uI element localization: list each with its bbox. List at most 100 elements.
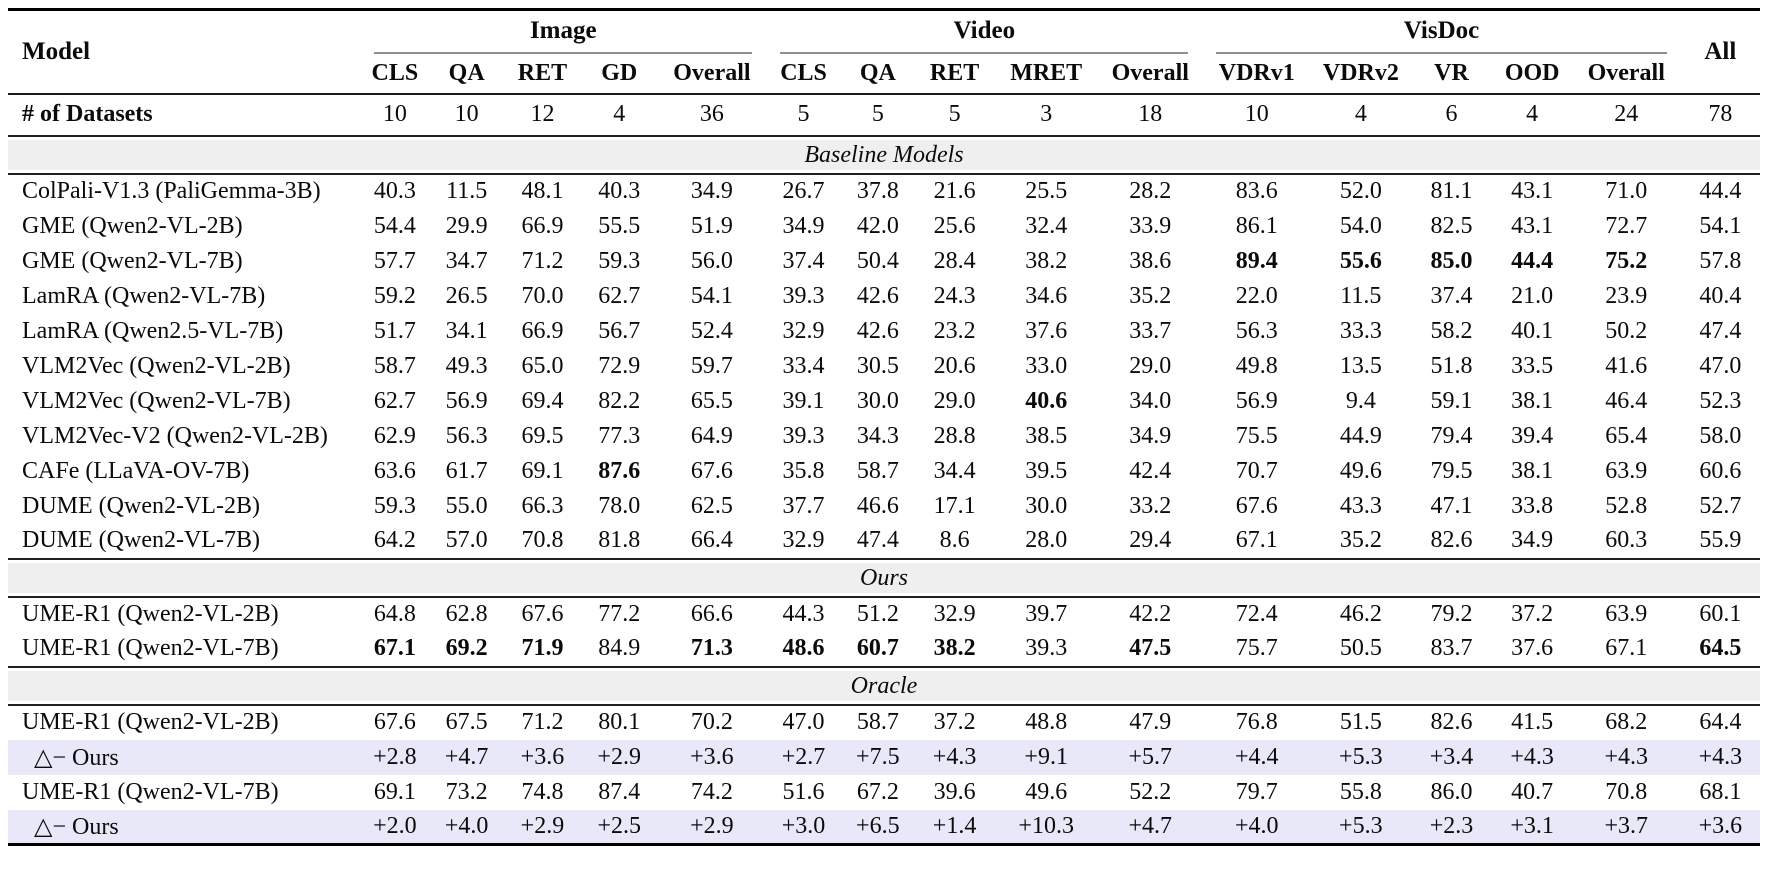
value-cell: 54.0 [1339, 212, 1382, 239]
value-cell: 47.1 [1430, 492, 1473, 519]
section-band-cell: Ours [8, 557, 1760, 598]
value-cell: 52.2 [1129, 778, 1172, 805]
value-cell: +6.5 [856, 812, 900, 839]
value-cell: 55.5 [598, 212, 641, 239]
value-cell: 42.2 [1129, 601, 1172, 627]
value-cell: +2.9 [690, 812, 734, 839]
value-cell: 55.8 [1339, 778, 1382, 805]
column-header-video-overall: Overall [1111, 59, 1189, 86]
value-cell: 13.5 [1339, 352, 1382, 379]
value-cell: 87.6 [598, 457, 641, 484]
value-cell: 67.6 [1235, 492, 1278, 519]
value-cell: 81.1 [1430, 178, 1473, 204]
datasets-count: 4 [1526, 101, 1539, 127]
table-body: # of Datasets 10 10 12 4 36 5 5 5 3 18 1… [8, 94, 1760, 845]
value-cell: 42.4 [1129, 457, 1172, 484]
value-cell: 69.4 [521, 387, 564, 414]
value-cell: 28.0 [1025, 527, 1068, 553]
value-cell: 29.0 [933, 387, 976, 414]
datasets-count: 18 [1138, 101, 1163, 127]
value-cell: 62.7 [598, 282, 641, 309]
value-cell: 52.4 [690, 317, 733, 344]
value-cell: 39.3 [782, 282, 825, 309]
value-cell: 68.2 [1605, 709, 1648, 735]
value-cell: 8.6 [939, 527, 970, 553]
value-cell: 79.4 [1430, 422, 1473, 449]
value-cell: 39.6 [933, 778, 976, 805]
value-cell: 62.5 [690, 492, 733, 519]
value-cell: +4.0 [444, 812, 489, 839]
value-cell: 47.0 [1699, 352, 1742, 379]
value-cell: 40.3 [373, 178, 416, 204]
value-cell: 34.9 [782, 212, 825, 239]
value-cell: 46.2 [1339, 601, 1382, 627]
datasets-count-row: # of Datasets 10 10 12 4 36 5 5 5 3 18 1… [8, 94, 1760, 136]
value-cell: +2.0 [373, 812, 417, 839]
value-cell: 75.7 [1235, 635, 1278, 661]
value-cell: 71.9 [521, 635, 564, 661]
value-cell: +2.8 [373, 743, 417, 770]
value-cell: 81.8 [598, 527, 641, 553]
datasets-count: 10 [382, 101, 407, 127]
value-cell: 33.2 [1129, 492, 1172, 519]
value-cell: 52.8 [1605, 492, 1648, 519]
value-cell: 55.0 [445, 492, 488, 519]
value-cell: +4.3 [1604, 743, 1648, 770]
value-cell: 84.9 [598, 635, 641, 661]
value-cell: 56.3 [1235, 317, 1278, 344]
value-cell: 11.5 [1340, 282, 1382, 309]
value-cell: +4.3 [932, 743, 977, 770]
value-cell: 65.4 [1605, 422, 1648, 449]
value-cell: 40.7 [1511, 778, 1554, 805]
value-cell: 75.2 [1605, 247, 1648, 274]
value-cell: 34.7 [445, 247, 488, 274]
table-header: Model Image Video VisDoc All CLS QA RET … [8, 10, 1760, 94]
value-cell: 64.8 [373, 601, 416, 627]
column-header-visdoc-overall: Overall [1587, 59, 1665, 86]
value-cell: 23.9 [1605, 282, 1648, 309]
column-header-visdoc-vr: VR [1434, 59, 1469, 86]
value-cell: +5.3 [1339, 812, 1383, 839]
value-cell: 51.9 [690, 212, 733, 239]
model-name: LamRA (Qwen2-VL-7B) [22, 282, 266, 309]
value-cell: 79.7 [1235, 778, 1278, 805]
value-cell: 79.5 [1430, 457, 1473, 484]
section-title: Baseline Models [8, 139, 1760, 170]
value-cell: 72.9 [598, 352, 641, 379]
value-cell: 49.8 [1235, 352, 1278, 379]
value-cell: 44.4 [1511, 247, 1554, 274]
value-cell: 59.2 [373, 282, 416, 309]
value-cell: 37.8 [856, 178, 899, 204]
value-cell: 56.7 [598, 317, 641, 344]
value-cell: 69.1 [521, 457, 564, 484]
value-cell: +3.7 [1604, 812, 1648, 839]
value-cell: 66.9 [521, 317, 564, 344]
table-row: VLM2Vec-V2 (Qwen2-VL-2B) 62.9 56.3 69.5 77.3… [8, 419, 1760, 454]
value-cell: 54.4 [373, 212, 416, 239]
column-header-image-gd: GD [601, 59, 638, 86]
model-name: VLM2Vec (Qwen2-VL-2B) [22, 352, 291, 379]
table-row: DUME (Qwen2-VL-7B) 64.2 57.0 70.8 81.8 66.4 32… [8, 524, 1760, 559]
value-cell: +2.9 [597, 743, 642, 770]
datasets-count: 6 [1445, 101, 1458, 127]
value-cell: 46.6 [856, 492, 899, 519]
value-cell: 37.2 [933, 709, 976, 735]
value-cell: 35.2 [1339, 527, 1382, 553]
table-row: CAFe (LLaVA-OV-7B) 63.6 61.7 69.1 87.6 67.6 35… [8, 454, 1760, 489]
value-cell: 34.1 [445, 317, 488, 344]
value-cell: 32.9 [933, 601, 976, 627]
datasets-count: 36 [699, 101, 724, 127]
value-cell: 56.9 [1235, 387, 1278, 414]
section-title: Oracle [8, 670, 1760, 701]
table-row: GME (Qwen2-VL-7B) 57.7 34.7 71.2 59.3 56.0 37.… [8, 244, 1760, 279]
value-cell: 39.5 [1025, 457, 1068, 484]
group-label-video: Video [780, 17, 1189, 54]
column-header-video-cls: CLS [780, 59, 827, 86]
table-row: LamRA (Qwen2-VL-7B) 59.2 26.5 70.0 62.7 54.1 3… [8, 279, 1760, 314]
value-cell: 69.5 [521, 422, 564, 449]
value-cell: 66.4 [690, 527, 733, 553]
model-name: UME-R1 (Qwen2-VL-7B) [22, 778, 279, 805]
value-cell: 50.2 [1605, 317, 1648, 344]
value-cell: 66.3 [521, 492, 564, 519]
value-cell: 49.6 [1025, 778, 1068, 805]
